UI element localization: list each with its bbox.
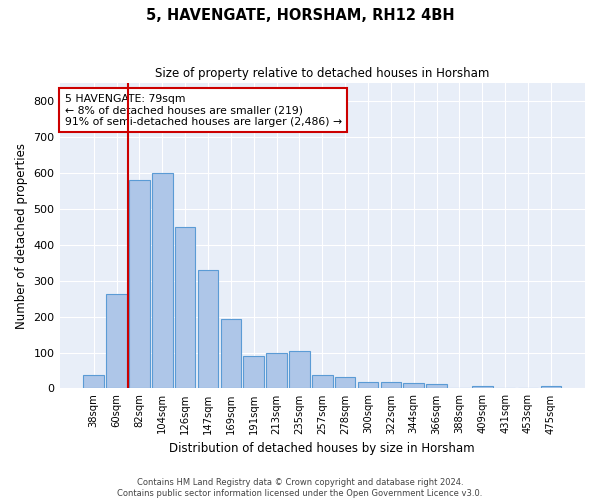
Bar [175, 227, 196, 388]
Bar [266, 352, 287, 388]
Bar [426, 384, 447, 388]
Bar [129, 180, 150, 388]
Bar [152, 173, 173, 388]
Bar [472, 386, 493, 388]
Title: Size of property relative to detached houses in Horsham: Size of property relative to detached ho… [155, 68, 490, 80]
Bar [106, 294, 127, 388]
Bar [358, 382, 378, 388]
Bar [312, 375, 332, 388]
Bar [198, 270, 218, 388]
Text: Contains HM Land Registry data © Crown copyright and database right 2024.
Contai: Contains HM Land Registry data © Crown c… [118, 478, 482, 498]
X-axis label: Distribution of detached houses by size in Horsham: Distribution of detached houses by size … [169, 442, 475, 455]
Bar [221, 319, 241, 388]
Y-axis label: Number of detached properties: Number of detached properties [15, 142, 28, 328]
Bar [83, 375, 104, 388]
Bar [289, 350, 310, 389]
Text: 5, HAVENGATE, HORSHAM, RH12 4BH: 5, HAVENGATE, HORSHAM, RH12 4BH [146, 8, 454, 22]
Bar [541, 386, 561, 388]
Bar [244, 356, 264, 388]
Text: 5 HAVENGATE: 79sqm
← 8% of detached houses are smaller (219)
91% of semi-detache: 5 HAVENGATE: 79sqm ← 8% of detached hous… [65, 94, 342, 127]
Bar [403, 384, 424, 388]
Bar [380, 382, 401, 388]
Bar [335, 377, 355, 388]
